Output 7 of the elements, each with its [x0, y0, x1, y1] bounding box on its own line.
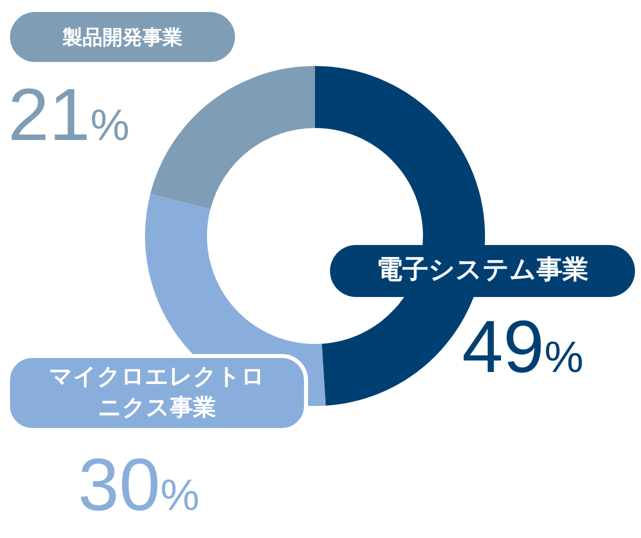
data-label: 49% — [462, 305, 584, 388]
slice-label: 電子システム事業 — [376, 254, 588, 288]
slice-label: 製品開発事業 — [62, 24, 182, 50]
slice-label: マイクロエレクトロニクス事業 — [48, 362, 266, 423]
data-label: 30% — [78, 443, 200, 526]
data-label: 21% — [8, 73, 130, 156]
donut-slice — [150, 66, 315, 210]
